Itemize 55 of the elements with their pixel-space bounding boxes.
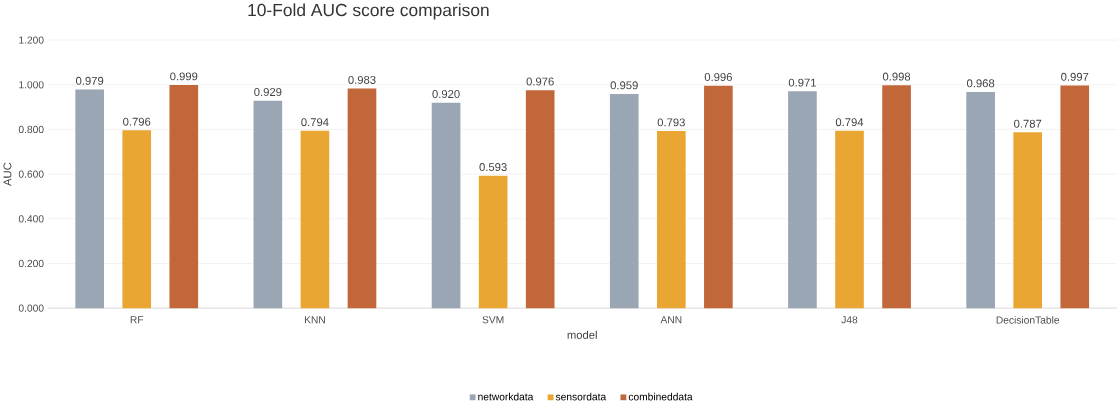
x-tick-label: ANN — [660, 316, 682, 324]
bar — [253, 100, 283, 309]
bar — [300, 130, 330, 309]
legend-label: networkdata — [478, 392, 534, 401]
bar — [882, 85, 911, 309]
bar — [75, 89, 104, 309]
x-tick-label: KNN — [304, 316, 325, 324]
bar — [656, 131, 686, 309]
x-axis-title: model — [567, 330, 597, 339]
data-label: 0.796 — [123, 117, 151, 126]
data-label: 0.787 — [1014, 119, 1042, 128]
data-label: 0.794 — [301, 118, 329, 127]
bar — [704, 85, 733, 309]
y-tick-label: 0.000 — [18, 304, 44, 312]
y-tick-label: 1.000 — [19, 81, 44, 89]
bar — [1060, 85, 1090, 309]
data-label: 0.793 — [657, 118, 685, 127]
legend-label: sensordata — [555, 392, 607, 401]
bar — [169, 85, 199, 309]
bar — [478, 175, 508, 309]
data-label: 0.929 — [254, 88, 282, 97]
data-label: 0.794 — [835, 118, 864, 127]
bar — [966, 91, 995, 309]
bar — [609, 93, 639, 309]
data-label: 0.920 — [432, 90, 460, 99]
y-tick-label: 0.200 — [18, 259, 44, 268]
bar — [1013, 132, 1043, 309]
x-tick-label: SVM — [482, 316, 504, 324]
y-tick-label: 0.600 — [18, 170, 44, 178]
y-axis-title: AUC — [3, 162, 12, 187]
y-tick-label: 0.400 — [18, 215, 44, 223]
y-tick-label: 1.200 — [19, 36, 44, 44]
bar — [347, 88, 377, 309]
data-label: 0.997 — [1061, 72, 1089, 81]
data-label: 0.593 — [479, 163, 507, 172]
x-tick-label: RF — [130, 316, 144, 324]
data-label: 0.983 — [348, 76, 376, 84]
data-label: 0.979 — [76, 76, 104, 85]
data-label: 0.999 — [170, 72, 198, 81]
legend-label: combineddata — [628, 392, 693, 401]
bar — [835, 130, 864, 309]
x-tick-label: J48 — [841, 316, 858, 324]
y-tick-label: 0.800 — [18, 125, 44, 134]
bar — [122, 130, 152, 309]
data-label: 0.996 — [704, 73, 732, 82]
data-label: 0.976 — [526, 77, 554, 86]
data-label: 0.971 — [788, 78, 816, 87]
data-label: 0.968 — [966, 79, 995, 88]
data-label: 0.998 — [882, 72, 911, 81]
bar — [431, 102, 461, 309]
x-tick-label: DecisionTable — [996, 316, 1060, 324]
chart-title: 10-Fold AUC score comparison — [248, 3, 489, 20]
data-label: 0.959 — [610, 81, 638, 90]
bar — [525, 90, 555, 309]
bar — [788, 91, 817, 309]
